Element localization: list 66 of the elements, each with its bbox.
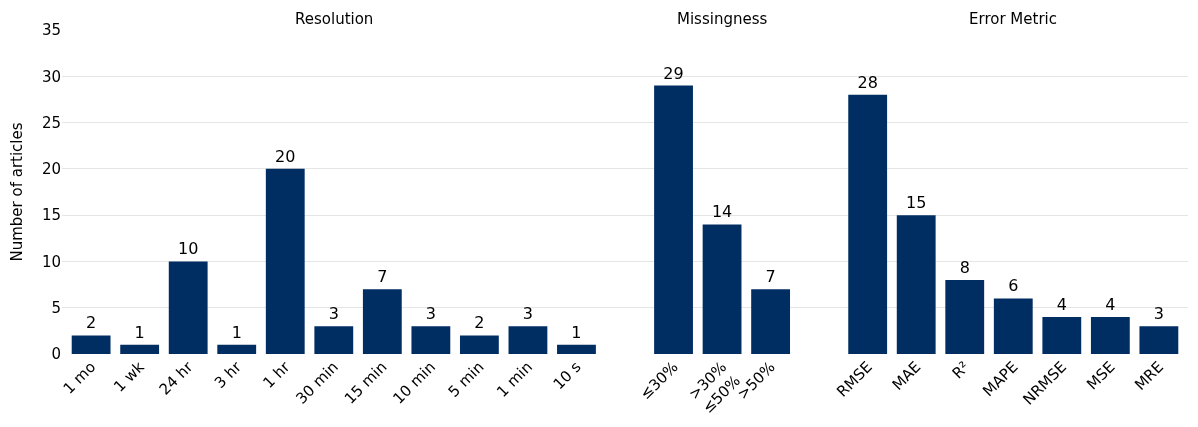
bar bbox=[411, 326, 451, 354]
data-label: 1 bbox=[231, 322, 242, 342]
bar bbox=[557, 344, 596, 354]
y-tick-label: 10 bbox=[41, 252, 61, 271]
data-label: 3 bbox=[328, 304, 339, 324]
bar bbox=[459, 335, 499, 354]
x-tick-label: 5 min bbox=[444, 357, 488, 401]
data-label: 7 bbox=[765, 267, 776, 287]
bar bbox=[362, 289, 402, 354]
x-tick-label: 24 hr bbox=[155, 357, 197, 399]
bar bbox=[508, 326, 548, 354]
data-label: 14 bbox=[711, 202, 733, 222]
bar bbox=[945, 279, 985, 354]
y-axis-title: Number of articles bbox=[8, 122, 26, 262]
data-label: 29 bbox=[663, 63, 684, 83]
bar bbox=[120, 344, 160, 354]
y-tick-label: 35 bbox=[41, 21, 61, 40]
data-label: 4 bbox=[1105, 294, 1116, 314]
text: Error Metric bbox=[969, 10, 1057, 28]
x-tick-label: 10 min bbox=[389, 357, 439, 408]
bar bbox=[654, 85, 693, 354]
x-tick-label: 1 mo bbox=[59, 357, 100, 398]
data-label: 8 bbox=[959, 257, 970, 277]
text: Resolution bbox=[295, 10, 374, 28]
bar bbox=[1042, 316, 1082, 354]
x-tick-label: 15 min bbox=[340, 357, 391, 408]
data-label: 1 bbox=[571, 322, 582, 342]
data-label: 7 bbox=[377, 267, 388, 287]
data-label: 28 bbox=[857, 72, 878, 92]
data-label: 4 bbox=[1056, 294, 1067, 314]
bar bbox=[168, 261, 208, 354]
bar bbox=[265, 168, 305, 354]
data-label: 2 bbox=[474, 313, 485, 333]
data-label: 3 bbox=[522, 304, 534, 324]
y-tick-label: 15 bbox=[41, 206, 61, 225]
data-label: 10 bbox=[178, 239, 199, 259]
bar bbox=[1090, 316, 1130, 354]
y-tick-label: 30 bbox=[41, 67, 61, 86]
bar bbox=[71, 335, 111, 354]
text: Missingness bbox=[677, 10, 768, 28]
bar bbox=[1139, 326, 1179, 354]
x-tick-label: R² bbox=[948, 357, 973, 383]
y-tick-label: 20 bbox=[41, 160, 61, 179]
data-label: 3 bbox=[1153, 304, 1164, 324]
data-label: 3 bbox=[425, 304, 436, 324]
bar bbox=[751, 289, 791, 354]
y-tick-label: 5 bbox=[51, 298, 61, 317]
bar bbox=[314, 326, 354, 354]
x-tick-label: 1 wk bbox=[110, 357, 148, 396]
data-label: 2 bbox=[86, 313, 97, 333]
bar bbox=[993, 298, 1033, 354]
data-label: 20 bbox=[275, 146, 296, 166]
data-label: 15 bbox=[906, 193, 927, 213]
x-tick-label: 3 hr bbox=[210, 357, 246, 392]
x-tick-label: 30 min bbox=[292, 357, 342, 408]
bar bbox=[702, 224, 742, 354]
data-label: 1 bbox=[134, 322, 145, 342]
bar bbox=[896, 215, 936, 354]
y-tick-label: 25 bbox=[41, 113, 61, 132]
data-label: 6 bbox=[1008, 276, 1019, 296]
x-tick-label: 1 hr bbox=[259, 357, 294, 392]
bar bbox=[848, 94, 888, 354]
y-tick-label: 0 bbox=[51, 345, 61, 364]
bar bbox=[217, 344, 257, 354]
x-tick-label: 10 s bbox=[549, 357, 585, 394]
x-tick-label: 1 min bbox=[493, 357, 537, 401]
